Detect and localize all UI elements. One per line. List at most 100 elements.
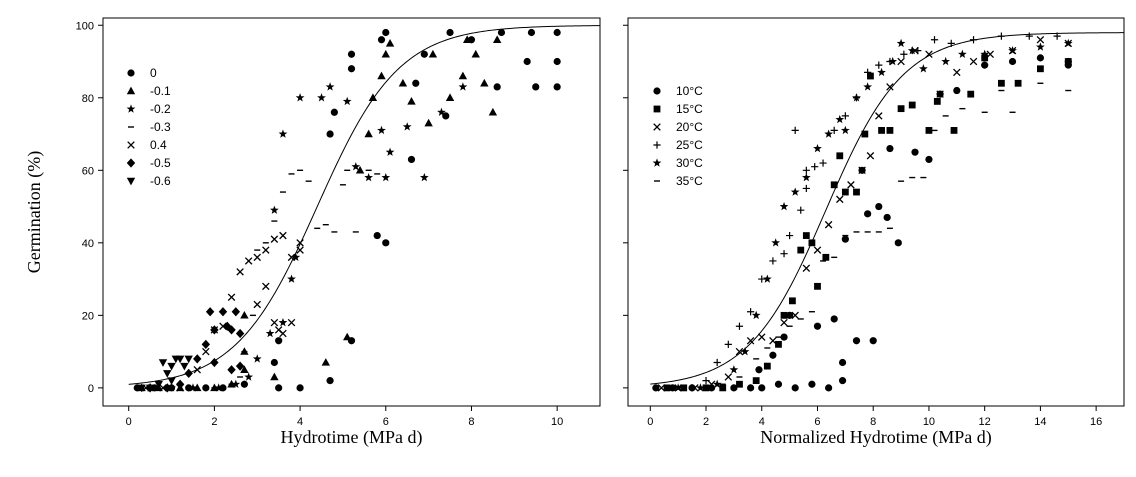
data-point (797, 206, 805, 214)
y-axis-title: Germination (%) (24, 151, 45, 273)
data-point (244, 372, 254, 381)
data-point (825, 384, 833, 392)
data-point (808, 380, 816, 388)
data-point (864, 210, 872, 218)
data-point (930, 36, 939, 44)
data-point (673, 383, 683, 392)
data-point (657, 384, 666, 392)
data-point (838, 377, 847, 385)
data-point (193, 365, 202, 374)
data-point (317, 93, 326, 102)
data-point (236, 268, 244, 276)
data-point (1036, 35, 1045, 44)
data-point (688, 384, 696, 392)
data-point (925, 155, 933, 164)
data-point (886, 127, 894, 134)
y-tick-label: 40 (82, 238, 94, 250)
data-point (145, 384, 155, 393)
data-point (227, 293, 236, 301)
data-point (227, 365, 236, 375)
data-point (735, 347, 744, 356)
data-point (861, 130, 869, 138)
data-point (775, 340, 782, 348)
data-point (523, 57, 531, 66)
data-point (137, 384, 146, 393)
data-point (231, 379, 241, 388)
y-tick-label: 100 (76, 20, 94, 32)
data-point (167, 377, 176, 386)
data-point (707, 380, 716, 389)
data-point (471, 49, 480, 58)
x-axis-title: Hydrotime (MPa d) (281, 427, 423, 448)
data-point (936, 90, 944, 98)
data-point (980, 49, 990, 58)
y-tick-label: 80 (82, 93, 94, 105)
data-point (780, 318, 788, 327)
series-30°C (673, 38, 1073, 392)
legend-label: 25°C (676, 138, 703, 152)
data-point (1053, 32, 1061, 40)
data-point (724, 373, 733, 381)
data-point (947, 39, 955, 47)
data-point (184, 368, 193, 378)
data-point (158, 359, 168, 367)
data-point (493, 83, 501, 91)
data-point (253, 300, 262, 309)
data-point (824, 129, 833, 138)
legend-marker (653, 87, 661, 95)
data-point (351, 162, 361, 171)
data-point (382, 28, 390, 37)
data-point (458, 71, 468, 80)
data-point (811, 163, 819, 171)
data-point (864, 68, 872, 76)
series-20°C (657, 35, 1073, 392)
data-point (342, 96, 352, 106)
data-point (252, 354, 262, 363)
data-point (751, 310, 761, 320)
x-tick-label: 2 (211, 416, 217, 428)
data-point (919, 64, 928, 73)
data-point (364, 172, 374, 182)
data-point (296, 384, 304, 392)
data-point (841, 112, 849, 120)
data-point (265, 328, 275, 338)
data-point (270, 235, 279, 243)
data-point (1036, 42, 1045, 51)
data-point (969, 57, 978, 66)
data-point (953, 86, 961, 95)
data-point (652, 384, 660, 392)
normalized-hydrotime-chart-panel: 0 2 4 6 8 10 12 14 16 Normalized Hydrotime (MPa d… (623, 17, 1125, 448)
data-point (235, 361, 245, 371)
data-point (1037, 65, 1044, 73)
x-tick-label: 4 (759, 416, 765, 428)
data-point (274, 326, 283, 334)
x-tick-label: 16 (1090, 416, 1102, 428)
data-point (780, 311, 788, 319)
data-point (702, 377, 710, 385)
series-10°C (652, 54, 1072, 392)
data-point (925, 50, 933, 59)
data-point (382, 239, 390, 247)
data-point (193, 383, 202, 392)
x-tick-label: 10 (551, 416, 563, 428)
data-point (858, 166, 866, 175)
data-point (420, 50, 428, 58)
data-point (219, 384, 227, 392)
data-point (355, 165, 365, 174)
data-point (428, 49, 438, 58)
data-point (527, 28, 536, 37)
plot-frame (627, 17, 1125, 407)
data-point (762, 274, 772, 283)
data-point (986, 50, 995, 59)
data-point (326, 377, 334, 385)
data-point (253, 253, 262, 262)
data-point (969, 36, 978, 44)
data-point (296, 239, 304, 247)
data-point (1008, 46, 1017, 55)
legend-marker (126, 158, 136, 168)
data-point (757, 333, 766, 341)
data-point (875, 202, 883, 211)
data-point (852, 337, 861, 345)
legend: 0 -0.1 -0.2 -0.3 0.4 -0.5 -0.6 (126, 66, 171, 188)
data-point (836, 152, 844, 160)
